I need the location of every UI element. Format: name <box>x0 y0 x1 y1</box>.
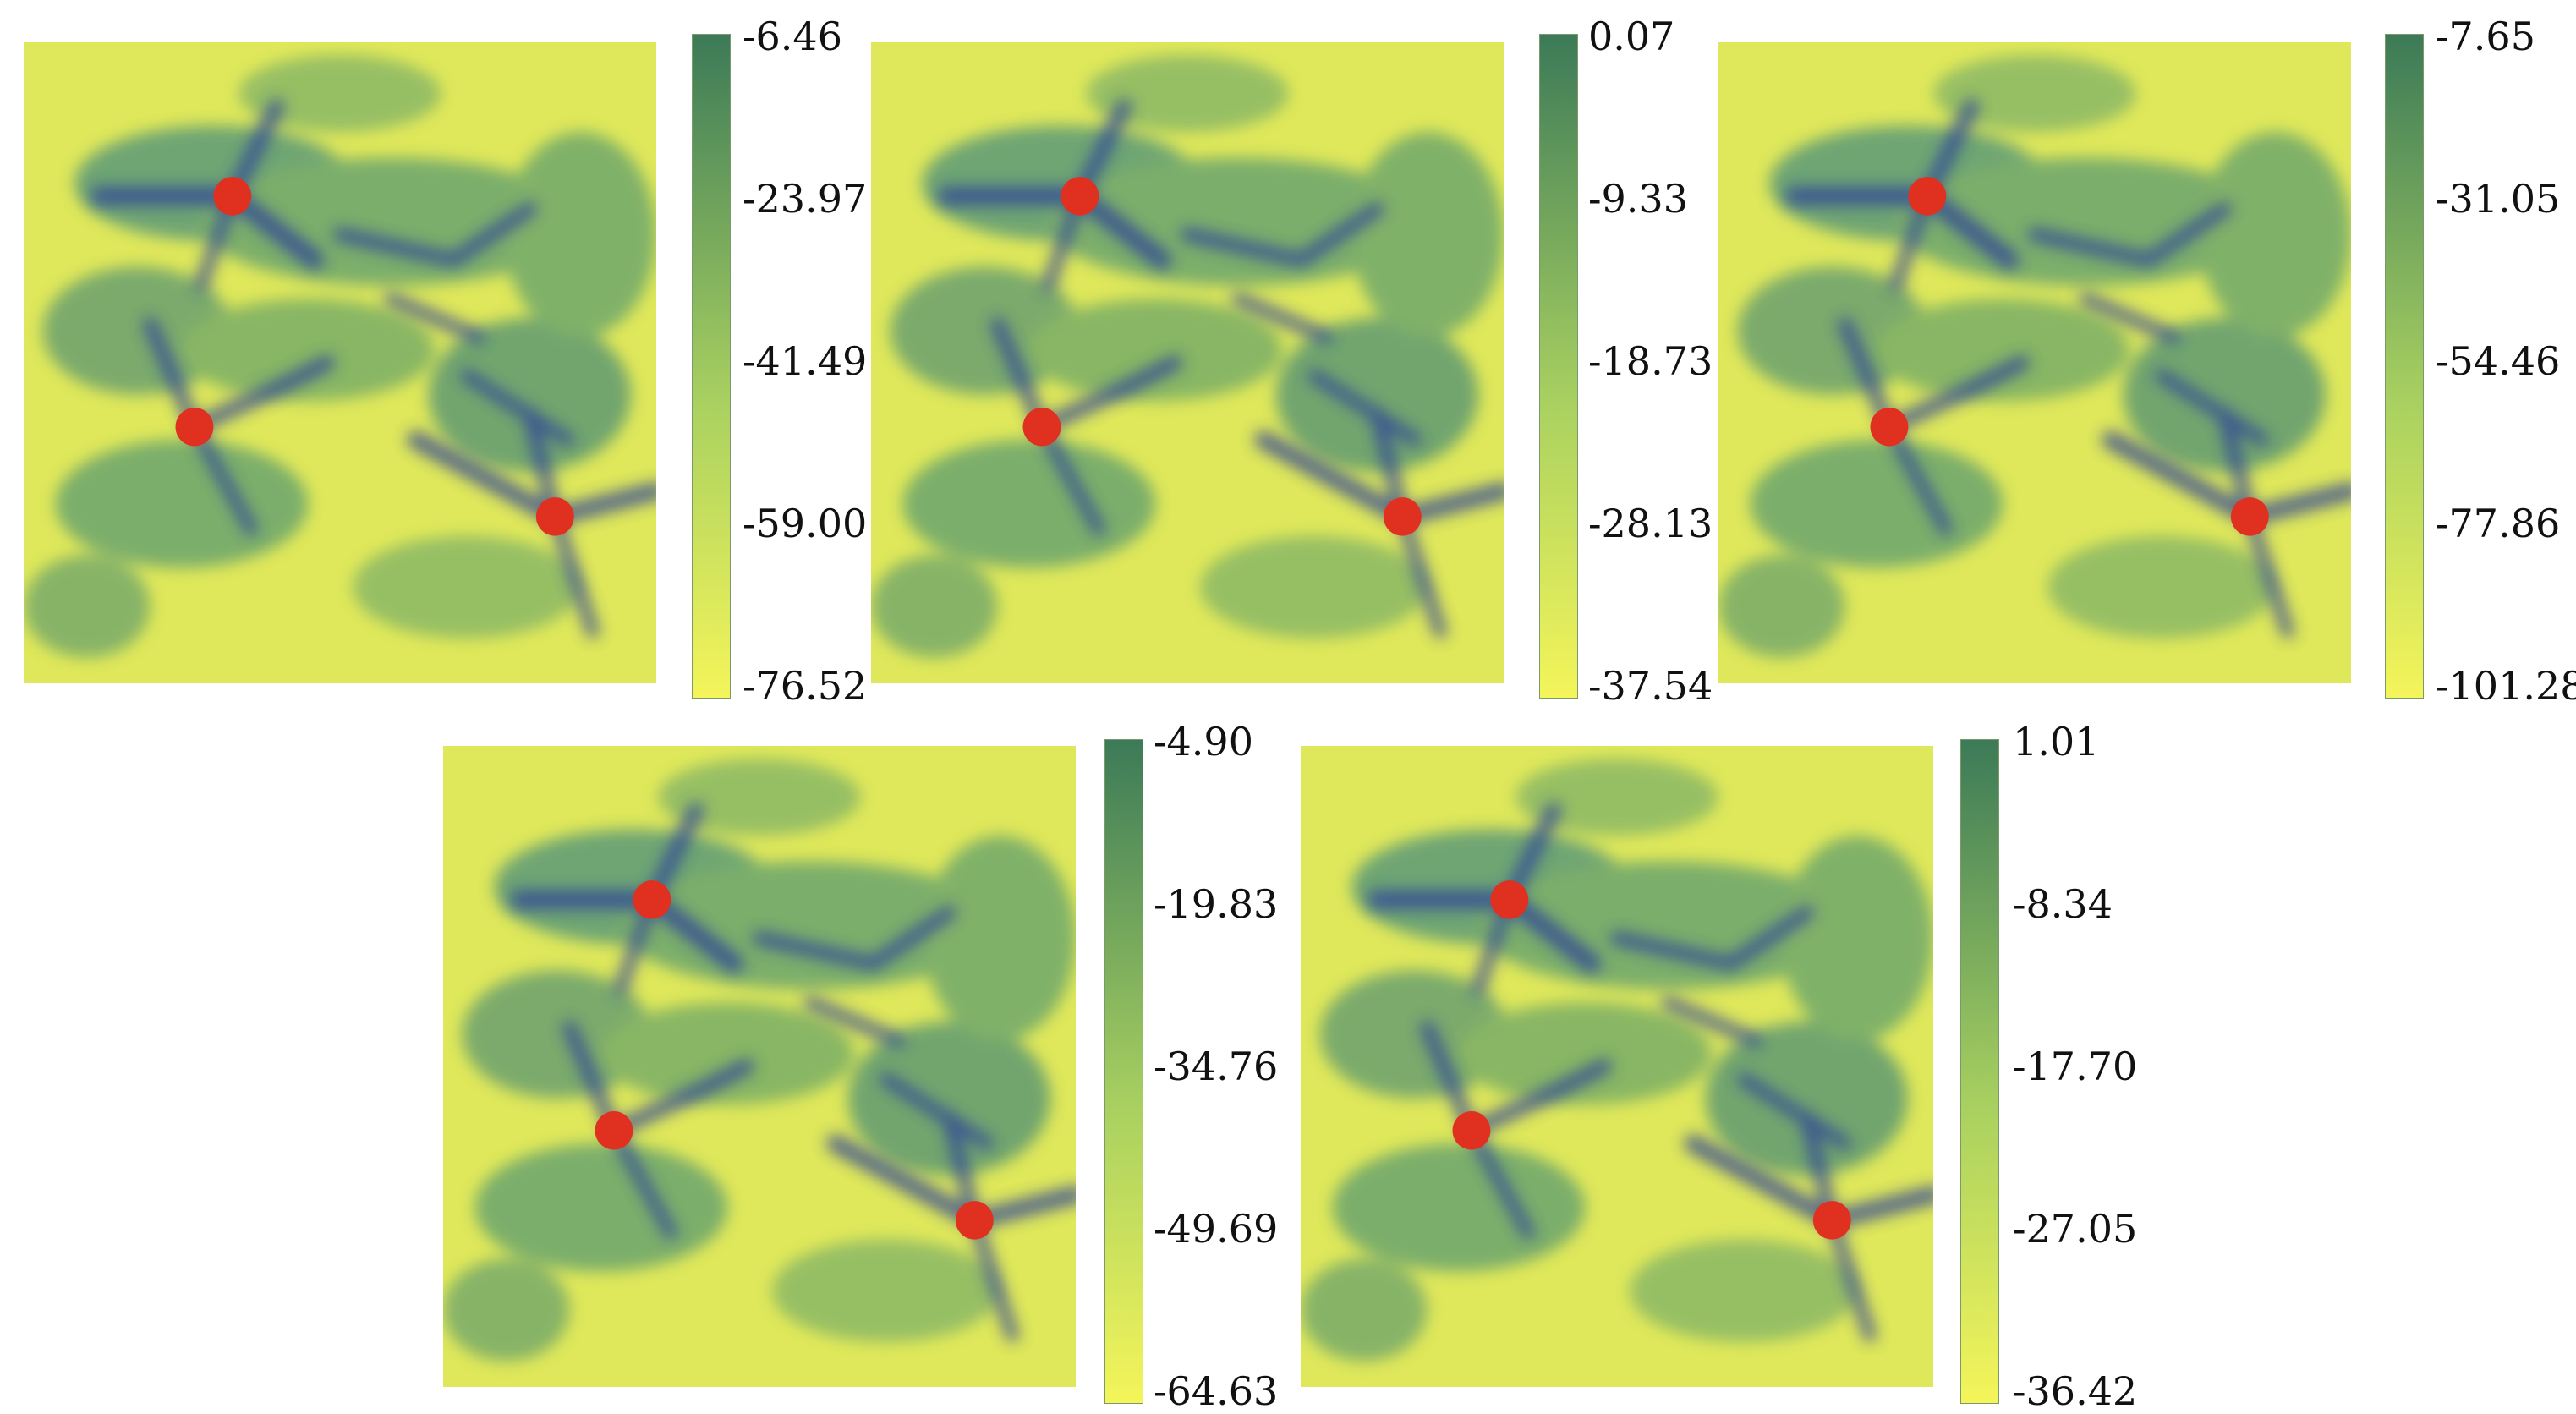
tick-label: -77.86 <box>2436 501 2561 546</box>
tick-label: 0.07 <box>1588 14 1675 59</box>
tick-label: -34.76 <box>1154 1044 1279 1089</box>
tick-label: -9.33 <box>1588 176 1688 222</box>
colorbar-panel-3 <box>2385 34 2424 699</box>
colorbar-panel-4 <box>1104 739 1143 1404</box>
tick-label: -23.97 <box>743 176 868 222</box>
tick-label: -31.05 <box>2436 176 2561 222</box>
tick-label: -54.46 <box>2436 338 2561 384</box>
tick-label: -49.69 <box>1154 1206 1279 1252</box>
tick-label: -36.42 <box>2013 1368 2138 1414</box>
tick-label: 1.01 <box>2013 719 2100 765</box>
colorbar-panel-2 <box>1539 34 1578 699</box>
colorbar-panel-1 <box>692 34 731 699</box>
tick-label: -18.73 <box>1588 338 1713 384</box>
tick-label: -17.70 <box>2013 1044 2138 1089</box>
heatmap-panel-4 <box>443 746 1076 1387</box>
heatmap-panel-3 <box>1718 42 2351 683</box>
tick-label: -59.00 <box>743 501 868 546</box>
tick-label: -27.05 <box>2013 1206 2138 1252</box>
heatmap-panel-5 <box>1301 746 1933 1387</box>
tick-label: -7.65 <box>2436 14 2535 59</box>
tick-label: -4.90 <box>1154 719 1253 765</box>
tick-label: -41.49 <box>743 338 868 384</box>
tick-label: -8.34 <box>2013 881 2113 927</box>
tick-label: -28.13 <box>1588 501 1713 546</box>
tick-label: -37.54 <box>1588 663 1713 709</box>
tick-label: -101.28 <box>2436 663 2576 709</box>
heatmap-panel-2 <box>871 42 1504 683</box>
heatmap-panel-1 <box>24 42 656 683</box>
tick-label: -6.46 <box>743 14 842 59</box>
tick-label: -76.52 <box>743 663 868 709</box>
tick-label: -19.83 <box>1154 881 1279 927</box>
tick-label: -64.63 <box>1154 1368 1279 1414</box>
colorbar-panel-5 <box>1960 739 1999 1404</box>
